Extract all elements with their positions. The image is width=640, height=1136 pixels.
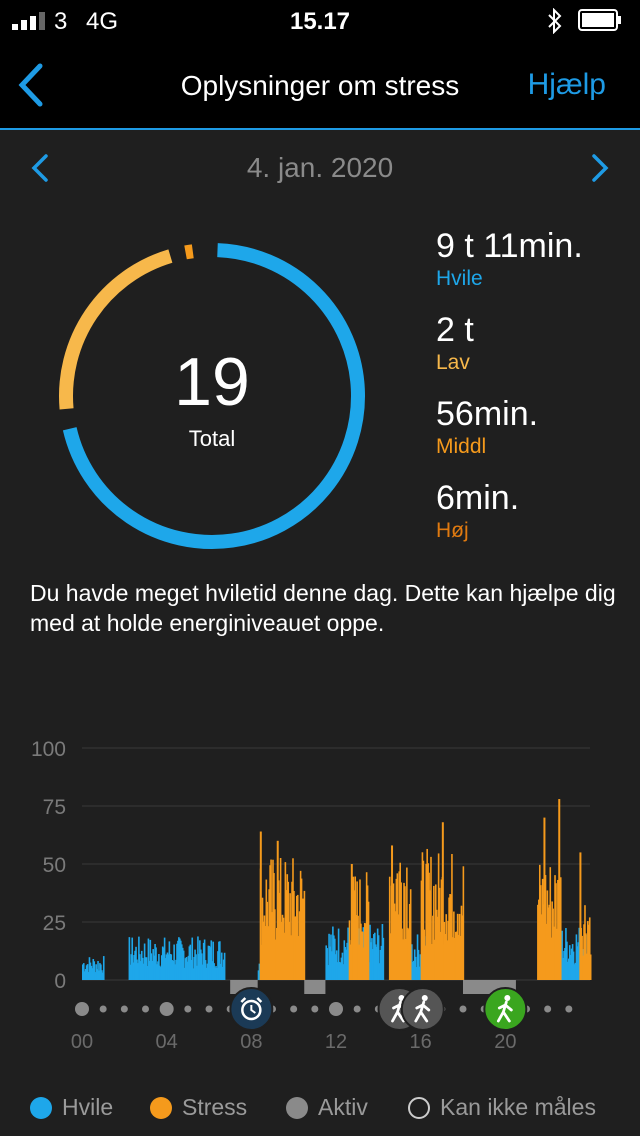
x-tick-label: 08 [240, 1031, 262, 1053]
bluetooth-icon [548, 8, 562, 34]
legend-item-active: Aktiv [286, 1094, 368, 1121]
y-tick-label: 50 [43, 854, 66, 877]
legend-item-stress: Stress [150, 1094, 247, 1121]
rest-dot-icon [30, 1096, 52, 1119]
stress-ring-chart [59, 243, 365, 549]
stress-segment-4 [537, 864, 562, 980]
hour-dot [329, 1002, 343, 1016]
stress-peak-bar [441, 822, 444, 980]
x-tick-label: 00 [71, 1031, 93, 1053]
stat-high-label: Høj [436, 519, 469, 542]
ring-segment-0 [62, 243, 365, 549]
stress-peak-bar [350, 864, 353, 980]
stat-low-value: 2 t [436, 311, 474, 349]
legend-label: Aktiv [318, 1094, 368, 1120]
hour-dot [353, 1005, 361, 1013]
active-dot-icon [286, 1096, 308, 1119]
hour-dot [459, 1005, 467, 1013]
page-title: Oplysninger om stress [180, 70, 460, 101]
stat-medium-label: Middl [436, 435, 487, 458]
signal-strength-icon [12, 12, 45, 30]
stress-segment-1 [348, 872, 370, 980]
ring-segment-2 [184, 244, 194, 260]
unmeasurable-circle-icon [408, 1096, 430, 1119]
stat-medium-value: 56min. [436, 395, 539, 433]
y-tick-label: 75 [43, 796, 66, 819]
stress-peak-bar [391, 845, 394, 980]
hour-dot [290, 1005, 298, 1013]
next-day-chevron-icon[interactable] [590, 154, 610, 182]
stat-high: 6min. Høj [436, 478, 519, 544]
stress-segment-2 [388, 862, 412, 980]
x-tick-label: 16 [410, 1031, 432, 1053]
stress-peak-bar [259, 831, 262, 980]
stat-rest: 9 t 11min. Hvile [436, 226, 583, 292]
legend-item-rest: Hvile [30, 1094, 113, 1121]
stress-peak-bar [558, 799, 561, 980]
stat-low: 2 t Lav [436, 310, 474, 376]
y-tick-label: 100 [31, 738, 66, 761]
stat-rest-value: 9 t 11min. [436, 227, 583, 265]
hour-dot [99, 1005, 107, 1013]
navigation-bar: Oplysninger om stress Hjælp [0, 42, 640, 130]
carrier-name: 3 [54, 8, 68, 35]
hour-dot [311, 1005, 319, 1013]
stat-medium: 56min. Middl [436, 394, 538, 460]
previous-day-chevron-icon[interactable] [30, 154, 50, 182]
x-tick-label: 20 [494, 1031, 516, 1053]
hour-dot [565, 1005, 573, 1013]
y-tick-label: 25 [43, 912, 66, 935]
hour-dot [159, 1002, 174, 1016]
chart-legend: Hvile Stress Aktiv Kan ikke måles [0, 1088, 640, 1128]
hour-dot [142, 1005, 149, 1013]
battery-icon [578, 9, 621, 31]
stat-rest-label: Hvile [436, 267, 483, 290]
rest-segment-0 [82, 956, 105, 980]
ring-segment-1 [59, 249, 173, 410]
help-button[interactable]: Hjælp [527, 68, 606, 101]
selected-date: 4. jan. 2020 [246, 152, 394, 183]
stress-insight-message: Du havde meget hviletid denne dag. Dette… [30, 580, 616, 636]
run-icon[interactable] [483, 987, 528, 1031]
hour-dot [205, 1005, 213, 1013]
stat-high-value: 6min. [436, 479, 520, 517]
legend-item-unmeasurable: Kan ikke måles [408, 1094, 596, 1121]
alarm-clock-icon[interactable] [229, 987, 274, 1031]
rest-segment-1 [128, 936, 226, 980]
status-bar: 3 4G 15.17 [0, 0, 640, 42]
stress-segment-0 [259, 857, 306, 980]
hour-dot [544, 1005, 552, 1013]
total-stress-label: Total [188, 426, 236, 451]
x-tick-label: 12 [325, 1031, 347, 1053]
legend-label: Hvile [62, 1094, 114, 1120]
stress-peak-bar [543, 817, 546, 980]
back-chevron-icon[interactable] [14, 62, 48, 108]
walk-icon[interactable] [400, 987, 445, 1031]
hour-dot [120, 1005, 128, 1013]
stress-dot-icon [150, 1096, 172, 1119]
hour-dot [75, 1002, 89, 1016]
legend-label: Stress [182, 1094, 248, 1120]
network-type: 4G [86, 8, 119, 35]
stress-peak-bar [579, 852, 582, 980]
active-segment-1 [304, 980, 326, 994]
total-stress-value: 19 [174, 344, 250, 420]
stat-low-label: Lav [436, 351, 470, 374]
y-tick-label: 0 [54, 970, 66, 993]
stress-peak-bar [276, 840, 279, 980]
hour-dot [184, 1005, 192, 1013]
legend-label: Kan ikke måles [440, 1094, 596, 1120]
x-tick-label: 04 [156, 1031, 178, 1053]
clock: 15.17 [289, 8, 351, 35]
